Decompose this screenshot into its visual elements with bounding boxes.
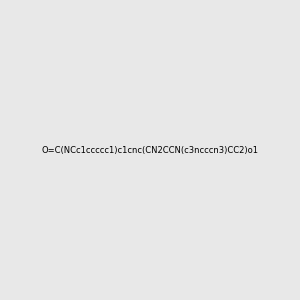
Text: O=C(NCc1ccccc1)c1cnc(CN2CCN(c3ncccn3)CC2)o1: O=C(NCc1ccccc1)c1cnc(CN2CCN(c3ncccn3)CC2… <box>41 146 259 154</box>
